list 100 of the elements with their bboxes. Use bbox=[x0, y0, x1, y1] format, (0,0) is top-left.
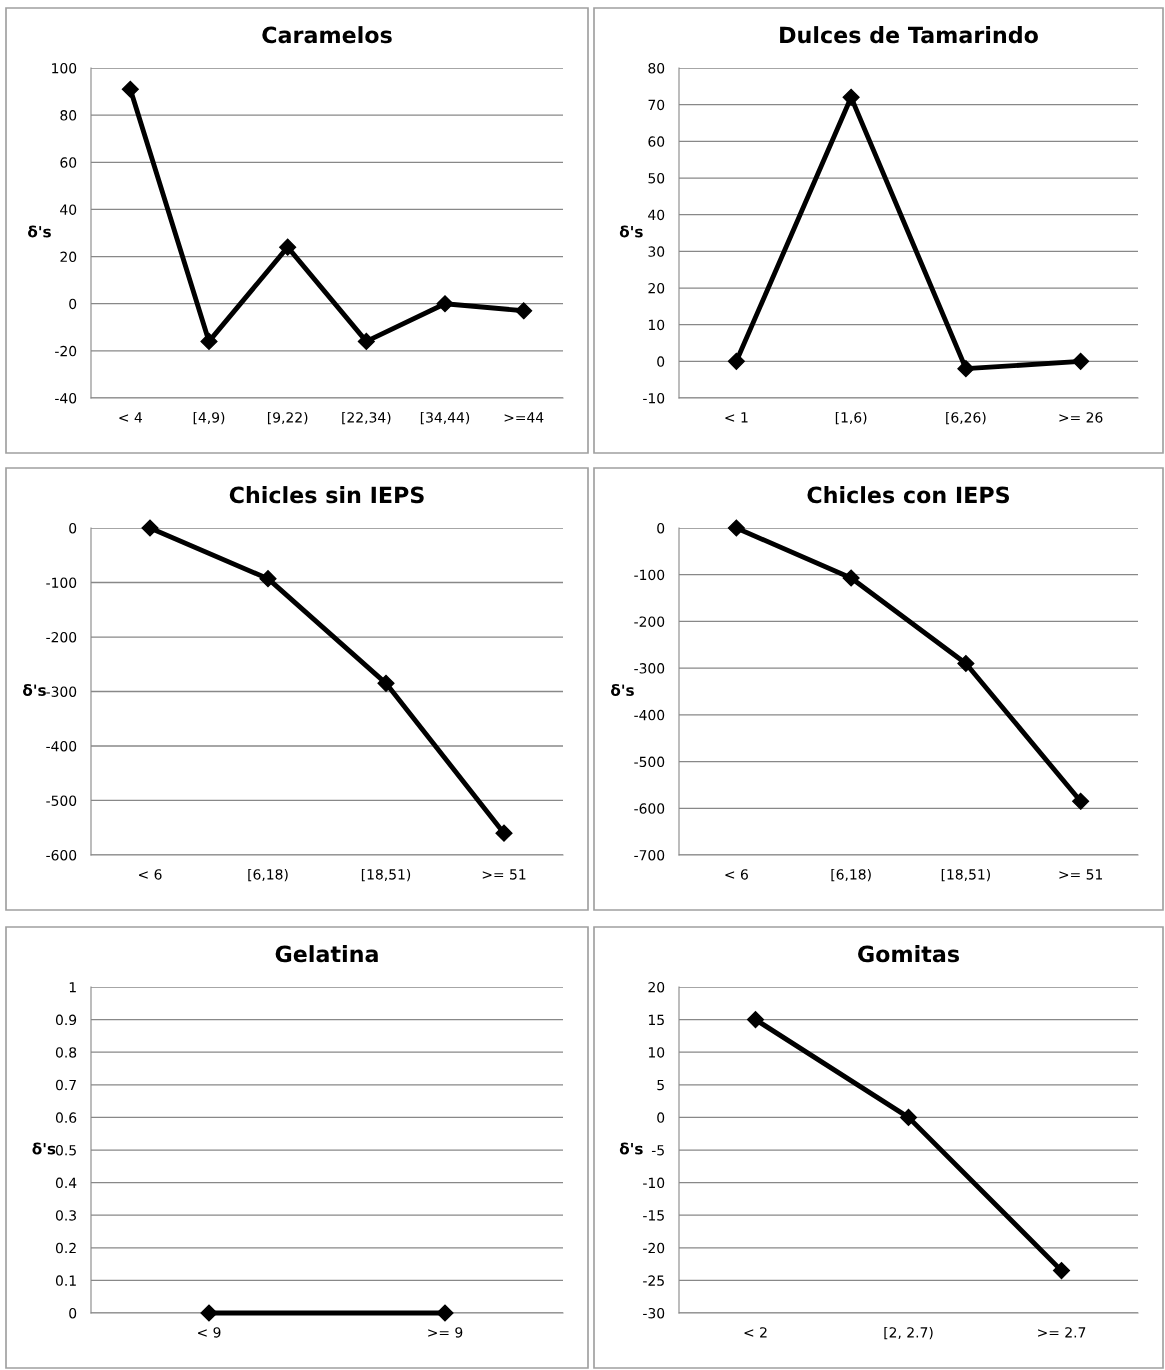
x-tick-label: < 6 bbox=[725, 869, 748, 880]
x-tick-label: < 1 bbox=[725, 412, 748, 423]
point bbox=[746, 1011, 765, 1029]
y-tick-label: -500 bbox=[46, 795, 77, 806]
point bbox=[141, 519, 159, 537]
y-tick-label: 0 bbox=[69, 522, 77, 534]
y-tick-label: -700 bbox=[634, 849, 665, 861]
y-tick-label: 40 bbox=[60, 204, 77, 215]
x-tick-label: [6,18) bbox=[248, 868, 288, 882]
y-tick-label: -20 bbox=[55, 345, 77, 357]
point bbox=[899, 1108, 918, 1126]
y-tick-label: -30 bbox=[643, 1307, 665, 1319]
x-tick-label: >=44 bbox=[504, 412, 544, 423]
y-tick-label: -100 bbox=[634, 569, 665, 581]
point bbox=[727, 352, 745, 370]
y-axis-title: δ's bbox=[32, 1142, 56, 1155]
y-tick-label: 20 bbox=[648, 282, 665, 294]
chart-title: Gomitas bbox=[858, 945, 960, 963]
y-tick-label: 0 bbox=[69, 1307, 77, 1319]
y-tick-label: 0.5 bbox=[55, 1144, 76, 1156]
y-tick-label: 0.4 bbox=[55, 1177, 77, 1189]
x-tick-label: [18,51) bbox=[941, 868, 990, 882]
x-tick-label: [6,18) bbox=[831, 868, 871, 882]
y-tick-label: -300 bbox=[46, 686, 77, 697]
y-axis-title: δ's bbox=[619, 225, 643, 238]
y-tick-label: 100 bbox=[52, 62, 77, 74]
y-tick-label: -400 bbox=[634, 709, 665, 721]
point bbox=[515, 302, 533, 320]
y-tick-label: 10 bbox=[648, 1047, 665, 1058]
y-tick-label: 10 bbox=[648, 319, 665, 331]
x-tick-label: [18,51) bbox=[361, 868, 411, 882]
y-tick-label: 60 bbox=[60, 157, 77, 168]
y-axis-title: δ's bbox=[619, 1142, 643, 1155]
y-tick-label: -400 bbox=[46, 740, 77, 752]
x-tick-label: >= 51 bbox=[1059, 869, 1103, 880]
y-tick-label: 20 bbox=[60, 251, 77, 263]
y-tick-label: -300 bbox=[634, 663, 665, 674]
point bbox=[1072, 352, 1090, 370]
point bbox=[957, 360, 975, 378]
y-axis-title: δ's bbox=[28, 225, 51, 238]
y-tick-label: 0.9 bbox=[55, 1014, 77, 1026]
point bbox=[436, 295, 454, 313]
x-tick-label: >= 26 bbox=[1059, 412, 1103, 423]
y-tick-label: -25 bbox=[643, 1275, 664, 1286]
x-tick-label: < 2 bbox=[744, 1327, 767, 1338]
y-tick-label: 60 bbox=[648, 136, 665, 147]
point bbox=[259, 570, 277, 588]
y-tick-label: 40 bbox=[648, 209, 665, 221]
y-tick-label: -10 bbox=[643, 392, 665, 404]
x-tick-label: [1,6) bbox=[835, 411, 867, 425]
y-tick-label: -500 bbox=[634, 756, 665, 768]
point bbox=[727, 519, 745, 537]
y-tick-label: 15 bbox=[648, 1014, 664, 1026]
point bbox=[279, 238, 297, 256]
x-tick-label: [34,44) bbox=[420, 411, 470, 425]
y-tick-label: -15 bbox=[643, 1210, 664, 1221]
x-tick-label: [4,9) bbox=[193, 411, 225, 425]
x-tick-label: [2, 2.7) bbox=[884, 1326, 933, 1340]
point bbox=[200, 332, 218, 350]
y-tick-label: 80 bbox=[648, 62, 665, 74]
y-tick-label: 20 bbox=[648, 981, 665, 993]
y-tick-label: -10 bbox=[643, 1177, 665, 1189]
y-tick-label: 0.3 bbox=[55, 1210, 76, 1221]
y-tick-label: 0.2 bbox=[55, 1242, 76, 1254]
y-tick-label: 0.6 bbox=[55, 1112, 77, 1123]
y-tick-label: 0 bbox=[69, 298, 77, 310]
y-tick-label: 1 bbox=[69, 982, 76, 993]
y-tick-label: -600 bbox=[46, 849, 77, 861]
chart-title: Chicles sin IEPS bbox=[229, 486, 424, 504]
x-tick-label: < 6 bbox=[139, 869, 162, 880]
y-axis-title: δ's bbox=[23, 683, 46, 696]
y-tick-label: 0.8 bbox=[55, 1047, 77, 1058]
chart-title: Chicles con IEPS bbox=[807, 486, 1010, 504]
y-tick-label: 0 bbox=[657, 356, 665, 367]
y-tick-label: 0.1 bbox=[55, 1275, 76, 1286]
x-tick-label: < 4 bbox=[119, 412, 142, 423]
point bbox=[1072, 792, 1090, 810]
point bbox=[357, 332, 375, 350]
point bbox=[121, 80, 139, 98]
y-tick-label: 70 bbox=[648, 99, 665, 111]
x-tick-label: >= 2.7 bbox=[1038, 1327, 1086, 1338]
x-tick-label: [6,26) bbox=[946, 411, 986, 425]
x-tick-label: [9,22) bbox=[267, 411, 308, 425]
x-tick-label: >= 9 bbox=[428, 1327, 463, 1338]
y-tick-label: -200 bbox=[46, 631, 77, 643]
chart-title: Caramelos bbox=[262, 26, 392, 44]
point bbox=[495, 824, 513, 842]
y-tick-label: -5 bbox=[651, 1145, 664, 1156]
chart-title: Dulces de Tamarindo bbox=[780, 26, 1038, 44]
y-axis-title: δ's bbox=[611, 683, 634, 696]
y-tick-label: 50 bbox=[648, 172, 665, 184]
x-tick-label: >= 51 bbox=[482, 869, 526, 880]
y-tick-label: 0 bbox=[657, 522, 665, 534]
y-tick-label: -100 bbox=[46, 577, 77, 588]
point bbox=[957, 654, 975, 673]
x-tick-label: < 9 bbox=[198, 1327, 221, 1338]
point bbox=[842, 569, 860, 587]
point bbox=[377, 674, 395, 692]
y-tick-label: -40 bbox=[55, 392, 77, 404]
y-tick-label: -200 bbox=[634, 616, 665, 627]
